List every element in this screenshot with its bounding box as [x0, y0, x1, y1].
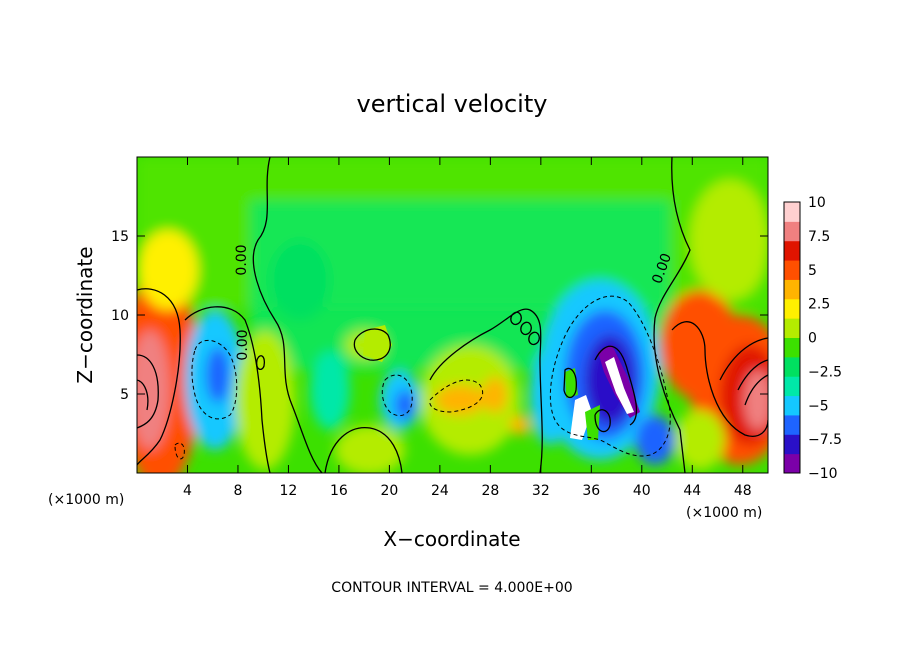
y-axis-label: Z−coordinate: [73, 246, 97, 383]
x-tick-label: 12: [280, 483, 298, 499]
y-tick-label: 5: [120, 387, 129, 403]
x-tick-label: 44: [683, 483, 701, 499]
x-tick-label: 28: [481, 483, 499, 499]
colorbar-tick-label: −2.5: [808, 364, 842, 380]
x-unit-right: (×1000 m): [686, 505, 762, 521]
colorbar-segment: [784, 318, 800, 338]
colorbar-segment: [784, 453, 800, 474]
contour-lines: [137, 157, 768, 473]
colorbar-tick-label: 10: [808, 195, 826, 211]
colorbar-segment: [784, 298, 800, 319]
x-axis-label: X−coordinate: [383, 527, 520, 551]
colorbar-tick-label: −5: [808, 398, 829, 414]
x-unit-left: (×1000 m): [48, 492, 124, 508]
colorbar-tick-label: 7.5: [808, 229, 830, 245]
colorbar-tick-label: 0: [808, 331, 817, 347]
colorbar-segment: [784, 434, 800, 455]
colorbar-tick-label: −7.5: [808, 432, 842, 448]
y-tick-label: 15: [111, 229, 129, 245]
x-tick-label: 24: [431, 483, 449, 499]
colorbar-segment: [784, 279, 800, 300]
plot-area: 0.00 0.00 0.00 4 8 12 16 20 24 28 32 36 40 44 48 51…: [111, 156, 769, 499]
x-axis: 4 8 12 16 20 24 28 32 36 40 44 48: [183, 157, 752, 499]
colorbar-segment: [784, 356, 800, 377]
colorbar-segment: [784, 376, 800, 397]
colorbar-segment: [784, 240, 800, 261]
x-tick-label: 40: [633, 483, 651, 499]
x-tick-label: 4: [183, 483, 192, 499]
velocity-field: [137, 157, 768, 473]
x-tick-label: 32: [532, 483, 550, 499]
contour-label: 0.00: [234, 244, 250, 275]
y-tick-label: 10: [111, 308, 129, 324]
x-tick-label: 20: [380, 483, 398, 499]
contour-label: 0.00: [235, 329, 251, 360]
colorbar-segment: [784, 337, 800, 358]
x-tick-label: 36: [582, 483, 600, 499]
x-tick-label: 48: [734, 483, 752, 499]
sharp-features: [363, 325, 640, 440]
chart-title: vertical velocity: [357, 90, 548, 118]
colorbar-frame: [783, 201, 801, 474]
colorbar-tick-label: 2.5: [808, 297, 830, 313]
y-axis: 5 10 15: [111, 229, 768, 403]
colorbar-tick-label: 5: [808, 263, 817, 279]
negative-contours: [174, 295, 671, 460]
x-tick-label: 16: [330, 483, 348, 499]
colorbar-segment: [784, 260, 800, 280]
colorbar-segment: [784, 395, 800, 416]
colorbar-tick-label: −10: [808, 466, 838, 482]
x-tick-label: 8: [233, 483, 242, 499]
contour-interval-note: CONTOUR INTERVAL = 4.000E+00: [331, 580, 572, 596]
colorbar-segment: [784, 221, 800, 242]
colorbar: 10 7.5 5 2.5 0 −2.5 −5 −7.5 −10: [783, 195, 842, 482]
colorbar-segment: [784, 414, 800, 435]
colorbar-segment: [784, 202, 800, 222]
